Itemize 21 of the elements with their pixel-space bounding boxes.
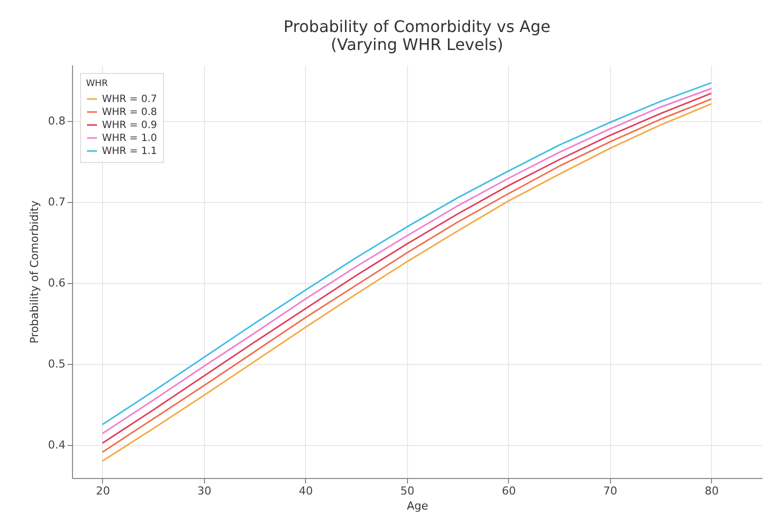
y-tick-label: 0.7 [48, 195, 66, 208]
x-tick-label: 70 [603, 484, 618, 498]
x-tick-label: 30 [197, 484, 212, 498]
y-tick-label: 0.5 [48, 357, 66, 370]
y-tick-label: 0.4 [48, 438, 66, 452]
y-tick-label: 0.8 [48, 114, 66, 128]
legend-label: WHR = 1.1 [102, 146, 157, 157]
legend-label: WHR = 1.0 [102, 133, 157, 144]
x-tick-label: 50 [400, 484, 414, 498]
chart-title: Probability of Comorbidity vs Age (Varying WHR Levels) [284, 17, 550, 54]
x-tick-label: 80 [704, 484, 719, 498]
legend-title: WHR [86, 79, 108, 89]
y-tick-label: 0.6 [48, 276, 66, 290]
x-tick-label: 40 [298, 484, 313, 498]
y-axis-title: Probability of Comorbidity [28, 200, 42, 344]
x-tick-label: 20 [96, 484, 110, 498]
legend-label: WHR = 0.8 [102, 107, 157, 118]
x-tick-label: 60 [502, 484, 516, 498]
x-axis-title: Age [406, 500, 428, 512]
legend-label: WHR = 0.9 [102, 120, 157, 131]
legend-label: WHR = 0.7 [102, 94, 157, 105]
